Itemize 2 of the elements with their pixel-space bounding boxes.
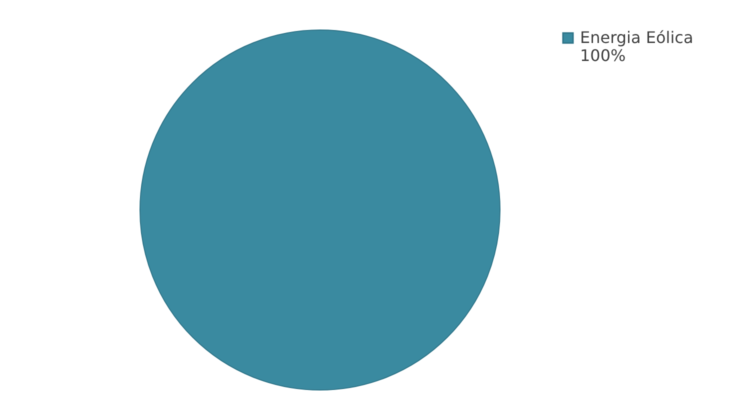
legend-label: Energia Eólica — [580, 28, 694, 47]
data-label: 100% — [580, 46, 626, 65]
